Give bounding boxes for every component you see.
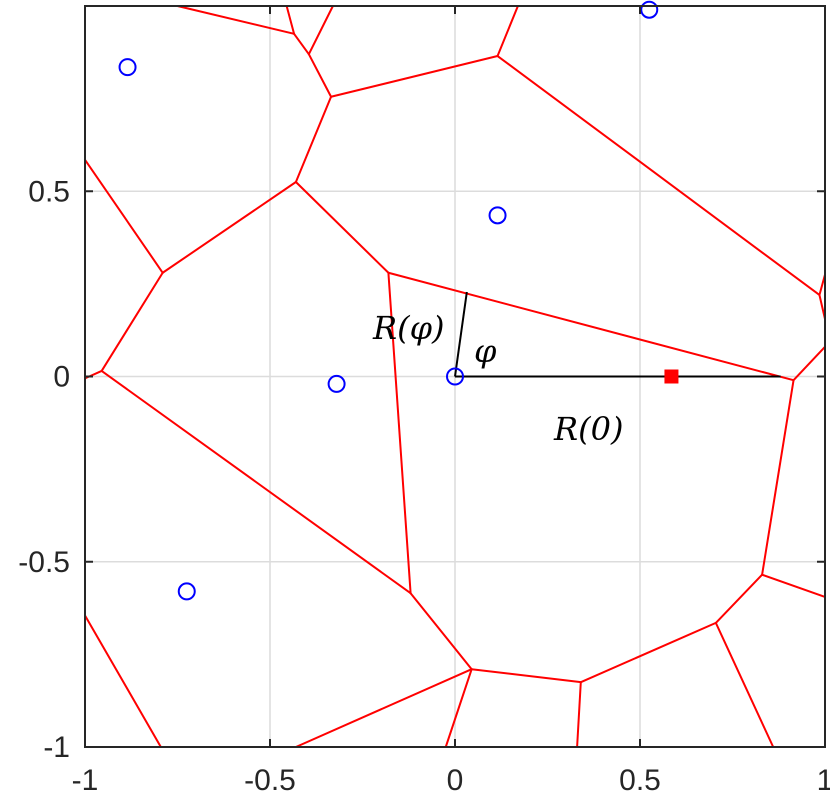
x-tick-label-0: -1 (72, 764, 99, 797)
site-marker-5 (177, 582, 196, 601)
annotation-phi: φ (474, 332, 497, 370)
voronoi-edge-21 (579, 621, 717, 684)
annotation-r-zero: R(0) (553, 410, 623, 448)
site-marker-3 (488, 206, 507, 225)
voronoi-edge-24 (792, 345, 826, 382)
voronoi-edge-8 (161, 180, 297, 274)
voronoi-edge-7 (294, 95, 333, 183)
y-tick-label-0: -1 (43, 731, 70, 764)
voronoi-edge-30 (84, 614, 162, 748)
site-marker-0 (446, 367, 464, 386)
site-markers (118, 0, 659, 601)
voronoi-edge-26 (714, 621, 775, 748)
voronoi-edge-1 (285, 5, 296, 35)
y-tick-label-3: 0.5 (28, 175, 70, 208)
voronoi-edge-6 (330, 55, 499, 98)
voronoi-edge-4 (307, 53, 333, 98)
x-tick-label-2: 0 (447, 764, 464, 797)
ray-1 (454, 291, 468, 377)
voronoi-edge-29 (294, 668, 473, 748)
voronoi-edge-18 (100, 369, 412, 595)
voronoi-edge-16 (387, 271, 795, 382)
voronoi-edge-20 (470, 668, 582, 684)
site-marker-2 (640, 0, 659, 19)
voronoi-edge-9 (84, 158, 164, 274)
radius-rays (454, 291, 781, 378)
y-tick-label-2: 0 (53, 361, 70, 394)
voronoi-edge-5 (496, 5, 519, 58)
voronoi-edges (84, 5, 826, 748)
voronoi-edge-19 (409, 592, 473, 671)
site-marker-4 (327, 374, 346, 393)
axis-ticks: -1 -0.5 0 0.5 1 -1 -0.5 0 0.5 (18, 6, 830, 797)
voronoi-edge-22 (714, 573, 764, 624)
voronoi-edge-13 (496, 55, 821, 296)
voronoi-edge-25 (761, 573, 826, 598)
voronoi-edge-2 (293, 32, 310, 56)
voronoi-edge-0 (176, 5, 296, 35)
voronoi-edge-17 (387, 271, 412, 595)
voronoi-edge-3 (307, 5, 334, 56)
voronoi-edge-12 (294, 180, 390, 274)
x-tick-label-1: -0.5 (244, 764, 296, 797)
voronoi-edge-28 (444, 668, 473, 748)
annotation-r-phi: R(φ) (372, 309, 444, 347)
y-tick-label-1: -0.5 (18, 546, 70, 579)
target-square (664, 369, 679, 384)
target-marker (664, 369, 679, 384)
x-tick-label-4: 1 (817, 764, 830, 797)
site-marker-1 (118, 58, 137, 77)
voronoi-edge-23 (761, 379, 795, 576)
voronoi-edge-10 (100, 271, 164, 372)
x-tick-label-3: 0.5 (619, 764, 661, 797)
voronoi-edge-27 (576, 681, 582, 748)
